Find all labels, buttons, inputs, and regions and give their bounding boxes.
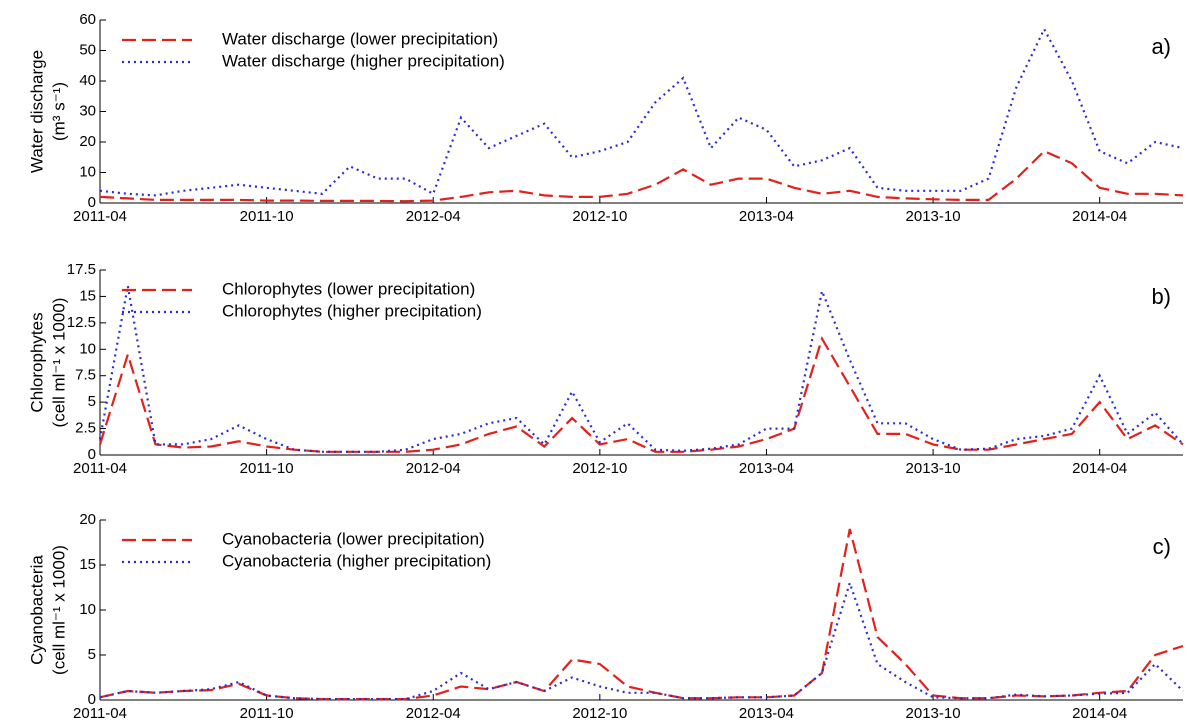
x-tick-label: 2011-10 — [240, 208, 294, 225]
y-tick-label: 17.5 — [67, 261, 96, 278]
line-series — [99, 26, 1184, 197]
panel-label: a) — [1151, 34, 1171, 59]
y-axis-label: Chlorophytes — [27, 312, 46, 412]
line-series — [99, 579, 1184, 701]
x-tick-label: 2013-04 — [739, 460, 794, 477]
y-tick-label: 20 — [79, 133, 96, 150]
x-tick-label: 2013-10 — [906, 460, 961, 477]
y-tick-label: 15 — [79, 287, 96, 304]
x-tick-label: 2013-04 — [739, 208, 794, 225]
y-tick-label: 10 — [79, 163, 96, 180]
x-tick-label: 2012-04 — [406, 208, 461, 225]
y-tick-label: 12.5 — [67, 314, 96, 331]
legend-label: Water discharge (lower precipitation) — [222, 29, 498, 48]
y-tick-label: 5 — [88, 393, 96, 410]
x-tick-label: 2012-04 — [406, 705, 461, 722]
y-tick-label: 5 — [88, 646, 96, 663]
legend-label: Cyanobacteria (lower precipitation) — [222, 529, 485, 548]
y-tick-label: 2.5 — [75, 420, 96, 437]
x-tick-label: 2012-10 — [572, 208, 627, 225]
y-tick-label: 15 — [79, 556, 96, 573]
y-tick-label: 20 — [79, 511, 96, 528]
panel-label: b) — [1151, 284, 1171, 309]
y-tick-label: 0 — [88, 194, 96, 211]
y-axis-label: (cell ml⁻¹ x 1000) — [49, 545, 68, 675]
y-tick-label: 0 — [88, 691, 96, 708]
x-tick-label: 2011-10 — [240, 705, 294, 722]
line-series — [99, 149, 1184, 203]
panel-label: c) — [1153, 534, 1171, 559]
y-tick-label: 0 — [88, 446, 96, 463]
legend-label: Water discharge (higher precipitation) — [222, 51, 505, 70]
y-tick-label: 60 — [79, 11, 96, 28]
y-axis-label: (m³ s⁻¹) — [49, 82, 68, 141]
line-series — [98, 335, 1184, 453]
x-tick-label: 2012-10 — [572, 705, 627, 722]
y-tick-label: 30 — [79, 102, 96, 119]
x-tick-label: 2011-04 — [73, 208, 127, 225]
x-tick-label: 2014-04 — [1072, 208, 1127, 225]
x-tick-label: 2014-04 — [1072, 705, 1127, 722]
y-tick-label: 50 — [79, 41, 96, 58]
x-tick-label: 2013-04 — [739, 705, 794, 722]
y-axis-label: Cyanobacteria — [27, 555, 46, 665]
x-tick-label: 2011-04 — [73, 705, 127, 722]
y-tick-label: 40 — [79, 72, 96, 89]
y-tick-label: 7.5 — [75, 367, 96, 384]
y-tick-label: 10 — [79, 601, 96, 618]
x-tick-label: 2013-10 — [906, 208, 961, 225]
x-tick-label: 2012-10 — [572, 460, 627, 477]
x-tick-label: 2014-04 — [1072, 460, 1127, 477]
x-tick-label: 2011-04 — [73, 460, 127, 477]
legend-label: Cyanobacteria (higher precipitation) — [222, 551, 491, 570]
x-tick-label: 2012-04 — [406, 460, 461, 477]
legend-label: Chlorophytes (lower precipitation) — [222, 279, 475, 298]
y-tick-label: 10 — [79, 340, 96, 357]
y-axis-label: (cell ml⁻¹ x 1000) — [49, 298, 68, 428]
y-axis-label: Water discharge — [27, 50, 46, 173]
line-series — [98, 285, 1184, 453]
x-tick-label: 2013-10 — [906, 705, 961, 722]
legend-label: Chlorophytes (higher precipitation) — [222, 301, 482, 320]
x-tick-label: 2011-10 — [240, 460, 294, 477]
